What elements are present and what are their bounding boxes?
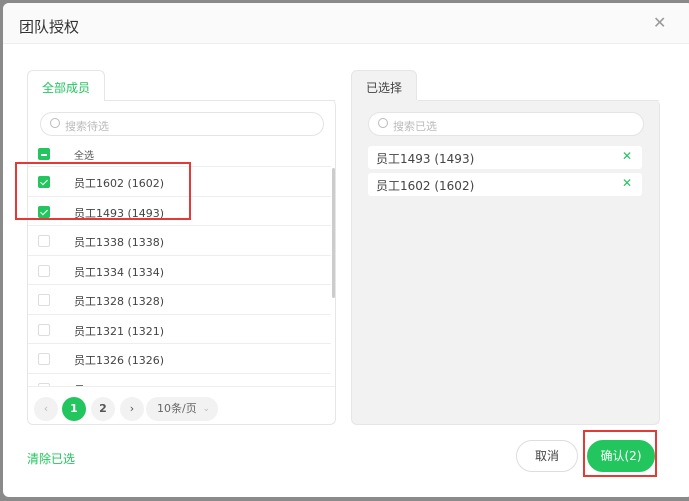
dialog-title: 团队授权: [19, 18, 80, 36]
member-checkbox[interactable]: [38, 294, 50, 306]
member-list: 员工1602 (1602) 员工1493 (1493) 员工1338 (1338) 员…: [28, 166, 331, 386]
select-all-label: 全选: [74, 151, 94, 162]
tab-selected[interactable]: 已选择: [351, 70, 418, 101]
clear-selected-link[interactable]: 清除已选: [27, 452, 76, 466]
member-label: 员工1602 (1602): [74, 177, 165, 190]
member-label: 员工1493 (1493): [74, 206, 165, 220]
dialog-header: 团队授权 ✕: [3, 3, 689, 44]
confirm-button[interactable]: 确认(2): [587, 440, 655, 472]
team-authorization-dialog: 团队授权 ✕ 全部成员 搜索待选 全选 员工1602 (1602) 员工1493 …: [3, 3, 689, 497]
member-label: 员工1326 (1326): [74, 354, 165, 367]
page-size-select[interactable]: 10条/页 ⌄: [146, 397, 218, 421]
next-page-button[interactable]: ›: [120, 397, 144, 421]
search-icon: [50, 118, 60, 128]
member-row[interactable]: 员工1493 (1493): [28, 195, 331, 225]
cancel-button[interactable]: 取消: [516, 440, 578, 472]
member-row[interactable]: 员工1326 (1326): [28, 343, 331, 372]
member-checkbox[interactable]: [38, 353, 50, 365]
member-checkbox[interactable]: [38, 176, 50, 188]
select-all-checkbox[interactable]: [38, 148, 50, 160]
remove-icon[interactable]: ✕: [621, 176, 632, 190]
remove-icon[interactable]: ✕: [621, 149, 632, 163]
member-row[interactable]: 员工1602 (1602): [28, 166, 331, 195]
prev-page-button[interactable]: ‹: [34, 397, 58, 421]
member-label: 员工1328 (1328): [74, 295, 165, 308]
member-checkbox[interactable]: [38, 205, 50, 218]
member-checkbox[interactable]: [38, 235, 50, 247]
search-pending-input[interactable]: 搜索待选: [40, 112, 324, 136]
member-label: 员工1334 (1334): [74, 265, 165, 279]
search-selected-input[interactable]: 搜索已选: [368, 112, 644, 136]
highlight-box: [15, 162, 191, 220]
member-checkbox[interactable]: [38, 323, 50, 336]
member-label: 员工1326 (1326): [74, 382, 164, 387]
scrollbar[interactable]: [332, 168, 335, 298]
selected-item: 员工1493 (1493) ✕: [368, 146, 642, 169]
page-1-button[interactable]: 1: [62, 397, 86, 421]
page-2-button[interactable]: 2: [91, 397, 115, 421]
tab-all-members[interactable]: 全部成员: [27, 70, 106, 101]
member-row[interactable]: 员工1334 (1334): [28, 254, 331, 284]
member-row[interactable]: 员工1338 (1338): [28, 225, 331, 254]
member-label: 员工1338 (1338): [74, 236, 165, 249]
selected-item: 员工1602 (1602) ✕: [368, 173, 642, 196]
member-row[interactable]: 员工1326 (1326): [28, 372, 331, 387]
close-icon[interactable]: ✕: [653, 13, 667, 32]
member-row[interactable]: 员工1321 (1321): [28, 313, 331, 343]
member-checkbox[interactable]: [38, 264, 50, 277]
member-label: 员工1321 (1321): [74, 324, 165, 338]
highlight-box: [583, 430, 657, 477]
chevron-down-icon: ⌄: [202, 404, 210, 414]
search-icon: [378, 118, 388, 128]
selected-panel: 搜索已选 员工1493 (1493) ✕ 员工1602 (1602) ✕: [351, 100, 660, 425]
all-members-panel: 搜索待选 全选 员工1602 (1602) 员工1493 (1493) 员工1338…: [27, 100, 336, 425]
member-row[interactable]: 员工1328 (1328): [28, 284, 331, 313]
member-checkbox[interactable]: [38, 382, 50, 386]
